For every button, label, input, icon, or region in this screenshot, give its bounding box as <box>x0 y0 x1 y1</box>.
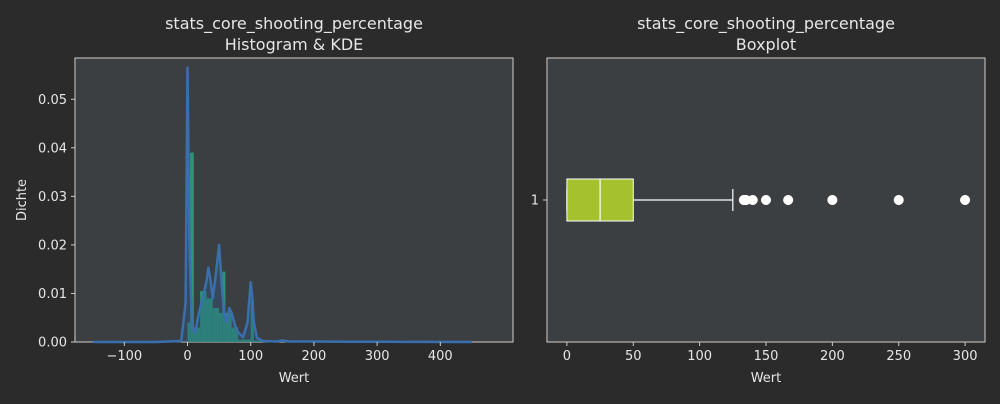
box-outlier <box>894 195 904 205</box>
hist-x-tick-label: 100 <box>238 349 263 364</box>
hist-x-tick-label: 300 <box>365 349 390 364</box>
box-title: stats_core_shooting_percentage <box>637 14 895 34</box>
box-outlier <box>960 195 970 205</box>
boxplot-panel: stats_core_shooting_percentage Boxplot 0… <box>531 14 985 386</box>
box-outlier <box>761 195 771 205</box>
hist-x-tick-label: 200 <box>301 349 326 364</box>
box-outlier <box>828 195 838 205</box>
hist-y-tick-label: 0.02 <box>38 238 67 253</box>
hist-title: stats_core_shooting_percentage <box>165 14 423 34</box>
box-x-tick-label: 0 <box>563 349 571 364</box>
hist-y-tick-label: 0.01 <box>38 287 67 302</box>
box-outlier <box>748 195 758 205</box>
box-x-axis-label: Wert <box>751 371 782 386</box>
box-x-tick-label: 250 <box>886 349 911 364</box>
histogram-kde-panel: stats_core_shooting_percentage Histogram… <box>15 14 513 386</box>
hist-y-tick-label: 0.05 <box>38 93 67 108</box>
hist-x-tick-label: 400 <box>428 349 453 364</box>
hist-x-axis-label: Wert <box>279 371 310 386</box>
box-x-tick-label: 50 <box>625 349 642 364</box>
hist-y-tick-label: 0.03 <box>38 190 67 205</box>
box-outlier <box>783 195 793 205</box>
box-x-tick-label: 200 <box>820 349 845 364</box>
hist-subtitle: Histogram & KDE <box>225 35 364 54</box>
hist-plot-area <box>75 58 513 342</box>
box-x-tick-label: 100 <box>687 349 712 364</box>
box-y-tick-label: 1 <box>531 194 539 209</box>
hist-x-tick-label: −100 <box>106 349 142 364</box>
hist-y-tick-label: 0.00 <box>38 336 67 351</box>
box-x-tick-label: 300 <box>953 349 978 364</box>
hist-y-tick-label: 0.04 <box>38 141 67 156</box>
box-x-tick-label: 150 <box>754 349 779 364</box>
hist-y-axis-label: Dichte <box>15 179 30 221</box>
hist-x-tick-label: 0 <box>183 349 191 364</box>
box-subtitle: Boxplot <box>736 35 796 54</box>
